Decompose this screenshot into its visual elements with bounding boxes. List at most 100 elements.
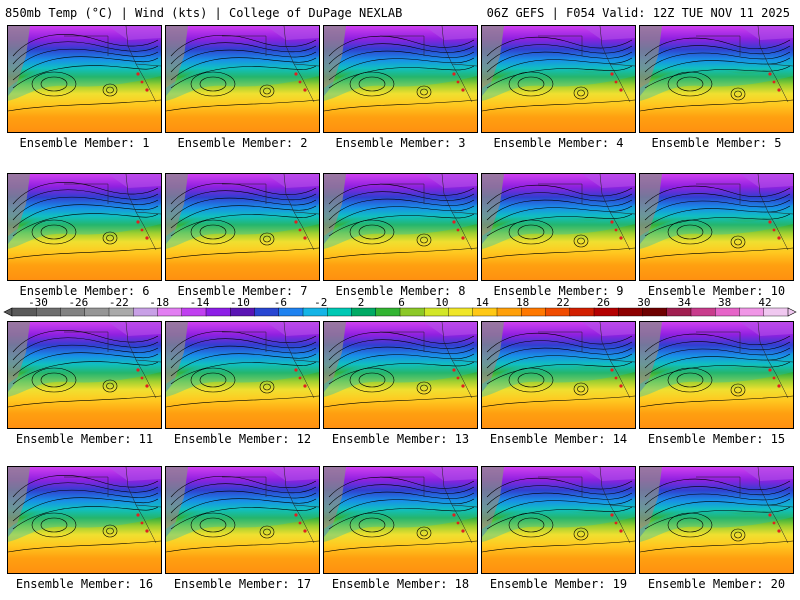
ensemble-member-map bbox=[481, 321, 636, 429]
temperature-wind-map bbox=[8, 26, 161, 132]
colorbar-tick-label: 30 bbox=[637, 296, 651, 309]
ensemble-member-caption: Ensemble Member: 3 bbox=[335, 136, 466, 150]
colorbar-segment bbox=[424, 307, 450, 317]
colorbar-segment bbox=[327, 307, 353, 317]
ensemble-member-map bbox=[7, 466, 162, 574]
colorbar-tick-label: 6 bbox=[398, 296, 405, 309]
temperature-wind-map bbox=[482, 322, 635, 428]
ensemble-member-map bbox=[639, 173, 794, 281]
colorbar-tick-label: 22 bbox=[556, 296, 570, 309]
ensemble-member-caption: Ensemble Member: 10 bbox=[647, 284, 786, 298]
ensemble-member-caption: Ensemble Member: 5 bbox=[651, 136, 782, 150]
temperature-wind-map bbox=[166, 26, 319, 132]
ensemble-member-map bbox=[639, 25, 794, 133]
colorbar-segment bbox=[521, 307, 547, 317]
colorbar-segment bbox=[230, 307, 256, 317]
ensemble-member-caption: Ensemble Member: 7 bbox=[177, 284, 308, 298]
colorbar-right-arrow bbox=[787, 307, 797, 317]
colorbar-segment bbox=[666, 307, 692, 317]
colorbar-segment bbox=[618, 307, 644, 317]
temperature-wind-map bbox=[8, 322, 161, 428]
colorbar-tick-label: -30 bbox=[28, 296, 48, 309]
temperature-wind-map bbox=[482, 467, 635, 573]
colorbar-segment bbox=[84, 307, 110, 317]
colorbar-segment bbox=[11, 307, 37, 317]
colorbar-segment bbox=[254, 307, 280, 317]
colorbar-tick-label: 10 bbox=[435, 296, 449, 309]
colorbar-tick-label: -6 bbox=[273, 296, 287, 309]
colorbar-tick-label: 42 bbox=[758, 296, 772, 309]
colorbar-tick-label: -14 bbox=[189, 296, 210, 309]
colorbar-tick-label: 18 bbox=[516, 296, 530, 309]
temperature-colorbar bbox=[3, 307, 797, 317]
colorbar-tick-label: -26 bbox=[68, 296, 89, 309]
colorbar-tick-label: -18 bbox=[149, 296, 170, 309]
ensemble-member-caption: Ensemble Member: 13 bbox=[331, 432, 470, 446]
colorbar-segment bbox=[715, 307, 741, 317]
ensemble-member-caption: Ensemble Member: 11 bbox=[15, 432, 154, 446]
temperature-wind-map bbox=[324, 26, 477, 132]
colorbar-segment bbox=[472, 307, 498, 317]
colorbar-segment bbox=[690, 307, 716, 317]
temperature-wind-map bbox=[324, 467, 477, 573]
ensemble-member-map bbox=[165, 321, 320, 429]
ensemble-member-map bbox=[165, 173, 320, 281]
colorbar-segment bbox=[593, 307, 619, 317]
temperature-wind-map bbox=[8, 467, 161, 573]
ensemble-member-map bbox=[7, 321, 162, 429]
colorbar-tick-label: 2 bbox=[357, 296, 365, 309]
ensemble-member-caption: Ensemble Member: 17 bbox=[173, 577, 312, 591]
header-title: 850mb Temp (°C) | Wind (kts) | College o… bbox=[5, 6, 403, 20]
colorbar-segment bbox=[205, 307, 231, 317]
colorbar-tick-label: 26 bbox=[596, 296, 611, 309]
colorbar-segment bbox=[108, 307, 134, 317]
ensemble-member-map bbox=[323, 25, 478, 133]
colorbar-segment bbox=[60, 307, 86, 317]
colorbar-segment bbox=[569, 307, 595, 317]
ensemble-member-caption: Ensemble Member: 8 bbox=[335, 284, 466, 298]
ensemble-member-map bbox=[639, 321, 794, 429]
ensemble-member-caption: Ensemble Member: 2 bbox=[177, 136, 308, 150]
colorbar-tick-label: -10 bbox=[230, 296, 250, 309]
ensemble-member-caption: Ensemble Member: 16 bbox=[15, 577, 154, 591]
ensemble-member-map bbox=[165, 25, 320, 133]
ensemble-member-caption: Ensemble Member: 19 bbox=[489, 577, 628, 591]
colorbar-segment bbox=[278, 307, 304, 317]
colorbar-segment bbox=[302, 307, 328, 317]
ensemble-member-map bbox=[323, 173, 478, 281]
temperature-wind-map bbox=[482, 174, 635, 280]
colorbar-tick-label: 38 bbox=[717, 296, 732, 309]
ensemble-member-map bbox=[323, 321, 478, 429]
ensemble-member-caption: Ensemble Member: 9 bbox=[493, 284, 624, 298]
ensemble-member-map bbox=[7, 173, 162, 281]
ensemble-member-map bbox=[639, 466, 794, 574]
colorbar-segment bbox=[642, 307, 668, 317]
ensemble-member-map bbox=[323, 466, 478, 574]
colorbar-segment bbox=[157, 307, 183, 317]
temperature-wind-map bbox=[640, 174, 793, 280]
ensemble-member-caption: Ensemble Member: 14 bbox=[489, 432, 628, 446]
colorbar-segment bbox=[448, 307, 474, 317]
colorbar-tick-label: -2 bbox=[314, 296, 328, 309]
ensemble-member-map bbox=[165, 466, 320, 574]
ensemble-member-caption: Ensemble Member: 12 bbox=[173, 432, 312, 446]
header-valid-time: 06Z GEFS | F054 Valid: 12Z TUE NOV 11 20… bbox=[486, 6, 790, 20]
colorbar-segment bbox=[351, 307, 377, 317]
temperature-wind-map bbox=[166, 322, 319, 428]
colorbar-segment bbox=[763, 307, 789, 317]
colorbar-left-arrow bbox=[3, 307, 13, 317]
temperature-wind-map bbox=[166, 467, 319, 573]
temperature-wind-map bbox=[640, 467, 793, 573]
ensemble-member-caption: Ensemble Member: 15 bbox=[647, 432, 786, 446]
temperature-wind-map bbox=[324, 322, 477, 428]
ensemble-member-caption: Ensemble Member: 18 bbox=[331, 577, 470, 591]
temperature-wind-map bbox=[166, 174, 319, 280]
colorbar-segment bbox=[181, 307, 207, 317]
ensemble-member-map bbox=[481, 173, 636, 281]
colorbar-segment bbox=[375, 307, 401, 317]
ensemble-member-caption: Ensemble Member: 6 bbox=[19, 284, 150, 298]
temperature-wind-map bbox=[324, 174, 477, 280]
temperature-wind-map bbox=[640, 26, 793, 132]
temperature-wind-map bbox=[640, 322, 793, 428]
colorbar-segment bbox=[739, 307, 765, 317]
